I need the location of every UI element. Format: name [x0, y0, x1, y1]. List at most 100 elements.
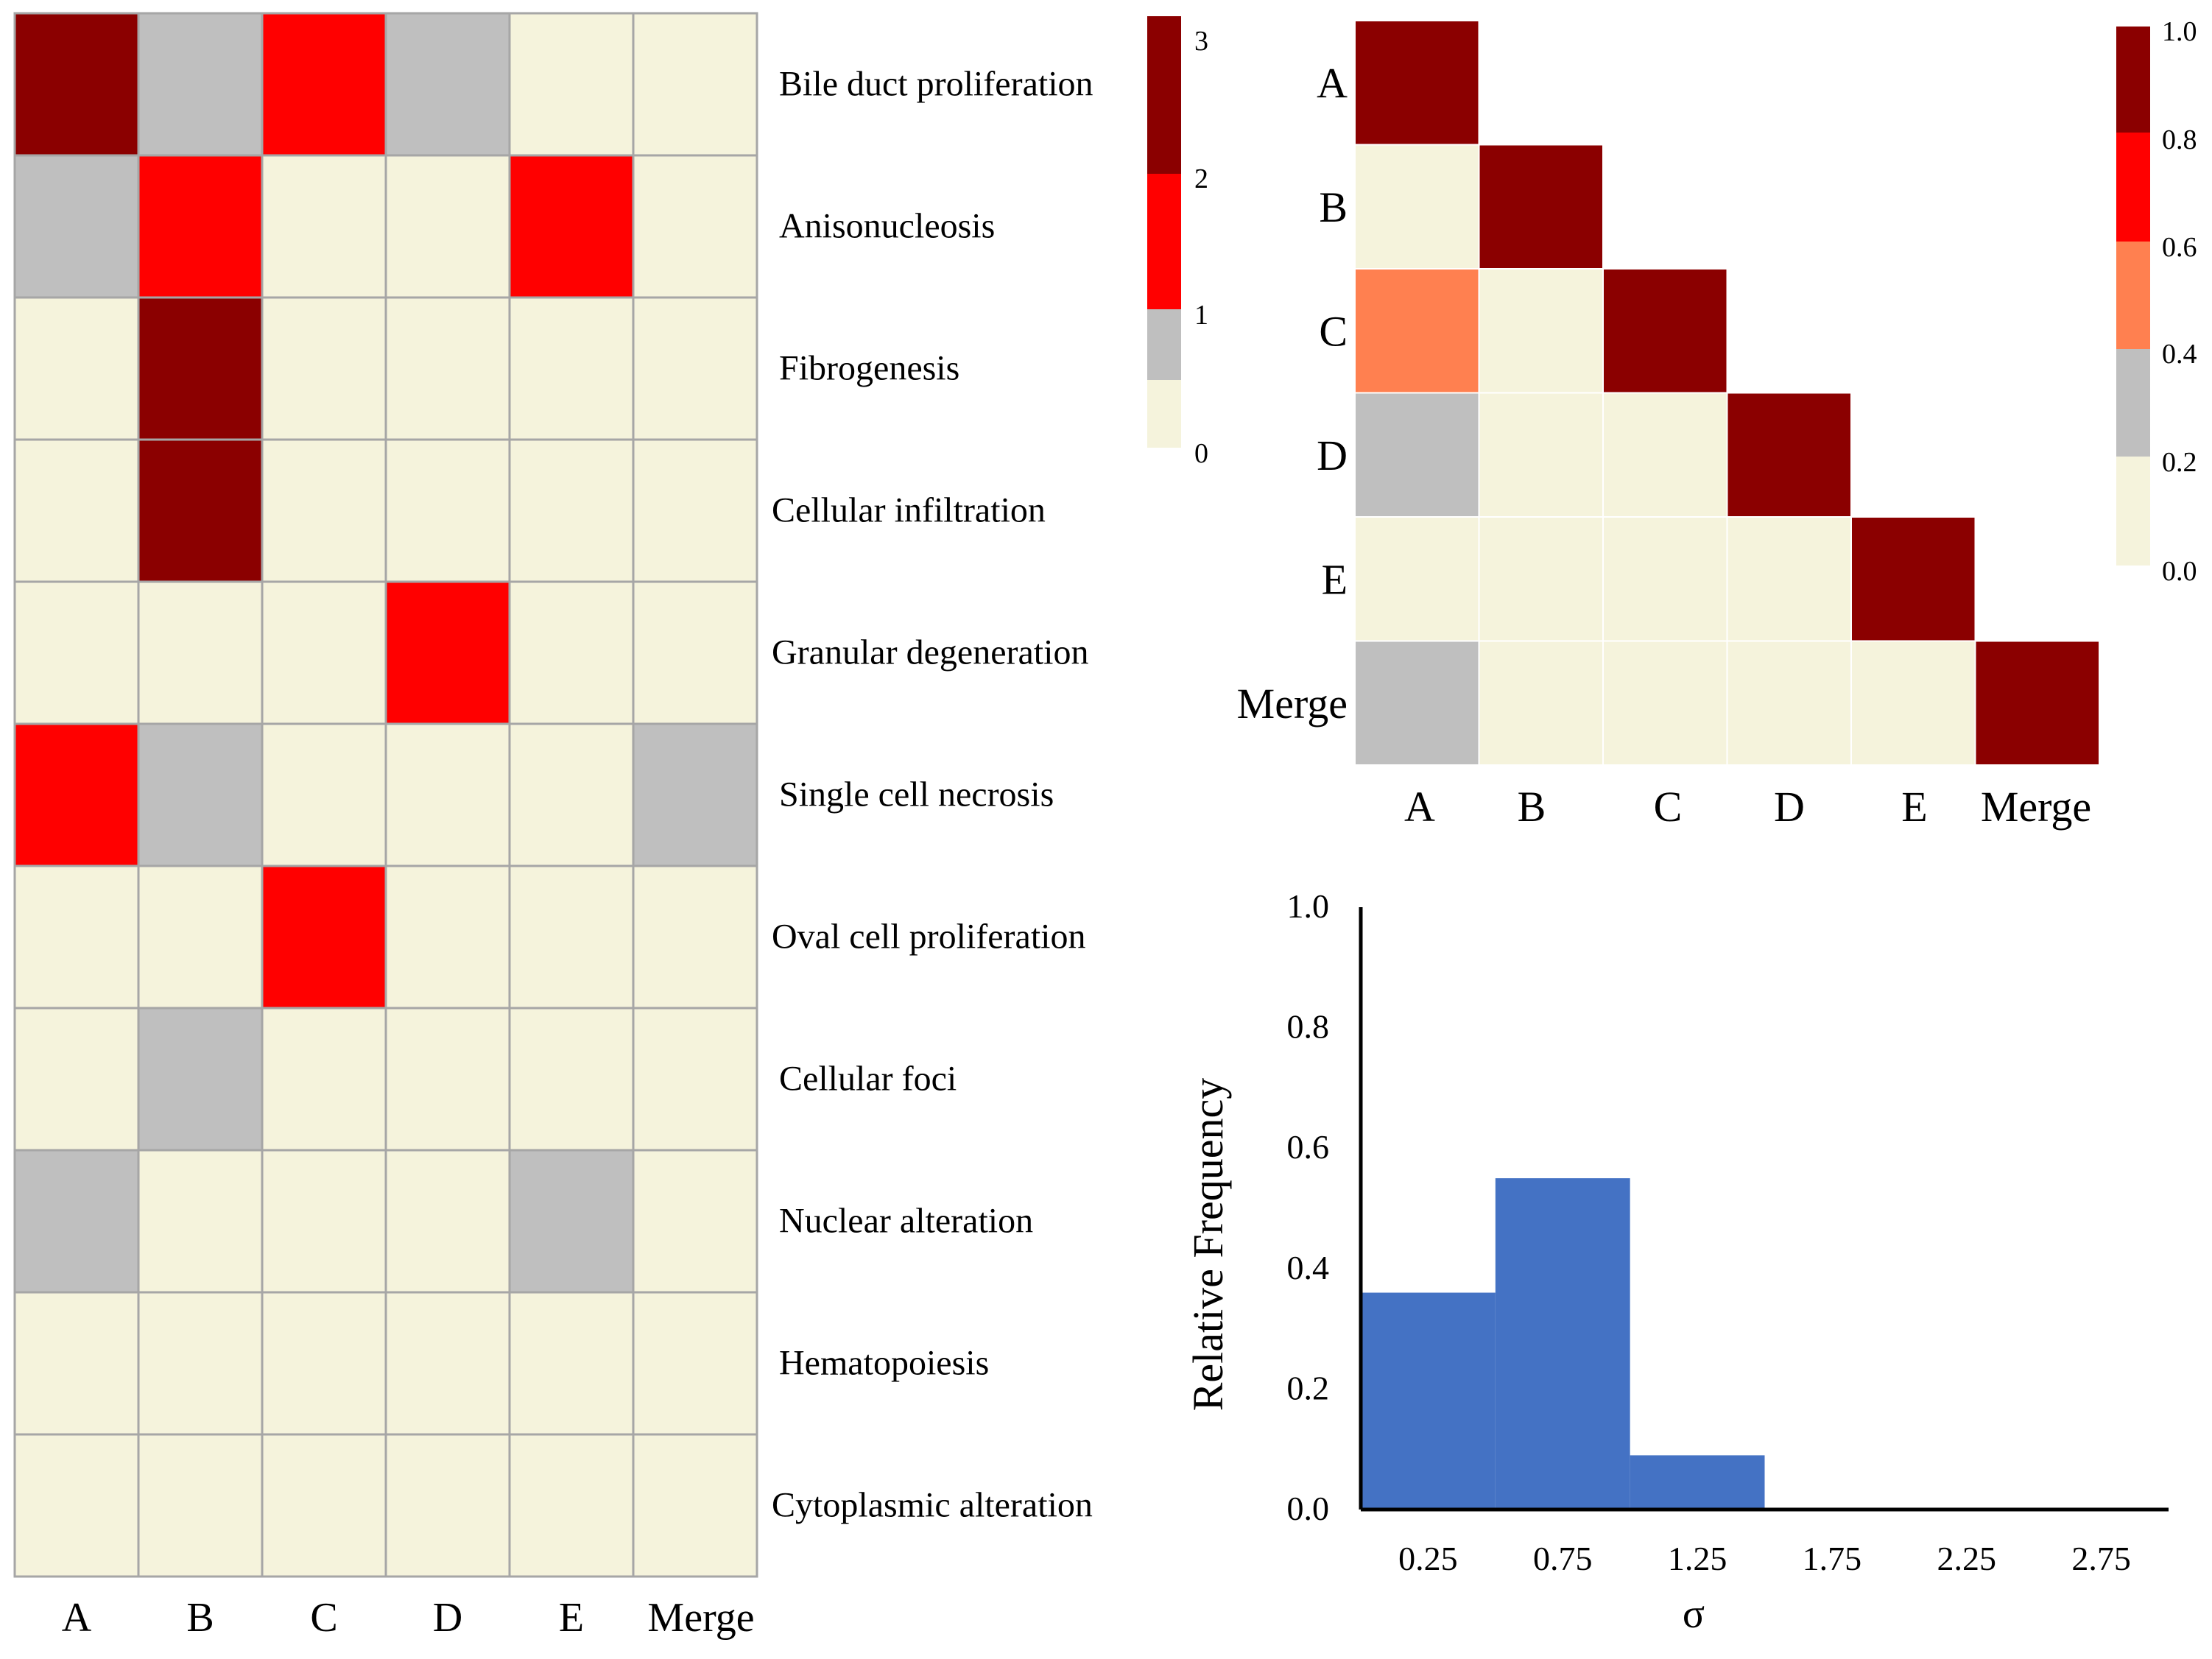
colorbar-tick: 3 [1194, 26, 1208, 57]
sigma-histogram: 0.0 0.2 0.4 0.6 0.8 1.0 0.25 0.75 1.25 1.75 2.25 2.… [1184, 887, 2169, 1637]
similarity-heatmap: A B C D E Merge A B C D E Merge [1237, 20, 2100, 831]
x-axis-title: σ [1683, 1591, 1705, 1637]
heatmap-cell [13, 1007, 140, 1152]
row-label: A [1317, 59, 1348, 107]
colorbar-tick: 0.8 [2162, 124, 2197, 155]
similarity-colorbar: 1.0 0.8 0.6 0.4 0.2 0.0 [2116, 16, 2197, 587]
y-axis-title: Relative Frequency [1184, 1078, 1232, 1412]
heatmap-cell [261, 722, 387, 867]
y-tick-label: 0.8 [1287, 1008, 1330, 1046]
colorbar-band [1147, 309, 1181, 380]
heatmap-cell [13, 438, 140, 583]
heatmap-cell [384, 154, 511, 299]
similarity-cell [1478, 392, 1604, 518]
colorbar-band [2116, 242, 2150, 349]
heatmap-cell [137, 296, 264, 441]
y-tick-label: 0.6 [1287, 1128, 1330, 1166]
similarity-cell [1602, 268, 1728, 394]
heatmap-cell [384, 296, 511, 441]
heatmap-cell [13, 12, 140, 157]
row-label: C [1319, 307, 1348, 355]
row-label: E [1322, 555, 1348, 603]
heatmap-cell [13, 1291, 140, 1436]
x-tick-label: 0.25 [1398, 1540, 1458, 1577]
lesion-colorbar: 3 2 1 0 [1147, 16, 1208, 469]
colorbar-tick: 0.4 [2162, 339, 2197, 370]
heatmap-cell [261, 864, 387, 1010]
similarity-cell [1478, 516, 1604, 642]
heatmap-cell [508, 154, 635, 299]
heatmap-cell [13, 722, 140, 867]
similarity-cell [1850, 516, 1976, 642]
similarity-cell [1354, 144, 1480, 270]
heatmap-cell [137, 438, 264, 583]
similarity-cell [1850, 640, 1976, 766]
colorbar-band [1147, 380, 1181, 448]
colorbar-band [2116, 349, 2150, 457]
column-label: B [1518, 783, 1546, 831]
heatmap-cell [632, 154, 758, 299]
colorbar-band [1147, 16, 1181, 174]
colorbar-tick: 2 [1194, 163, 1208, 194]
column-label: B [186, 1595, 214, 1641]
heatmap-cell [508, 1291, 635, 1436]
heatmap-cell [384, 1291, 511, 1436]
similarity-cell [1726, 516, 1852, 642]
similarity-cell [1478, 144, 1604, 270]
heatmap-cell [384, 438, 511, 583]
heatmap-cell [632, 1007, 758, 1152]
heatmap-cell [137, 154, 264, 299]
heatmap-cell [137, 1149, 264, 1294]
heatmap-cell [261, 154, 387, 299]
y-tick-label: 0.4 [1287, 1249, 1330, 1286]
heatmap-cell [632, 722, 758, 867]
row-label: B [1319, 183, 1348, 231]
colorbar-band [2116, 27, 2150, 133]
similarity-cell [1602, 392, 1728, 518]
column-label: C [310, 1595, 337, 1641]
heatmap-cell [13, 154, 140, 299]
x-tick-label: 2.25 [1937, 1540, 1997, 1577]
heatmap-cell [632, 1149, 758, 1294]
row-label: Fibrogenesis [779, 349, 959, 388]
similarity-cell [1478, 640, 1604, 766]
heatmap-cell [508, 580, 635, 725]
similarity-cell [1726, 640, 1852, 766]
x-tick-label: 1.75 [1803, 1540, 1862, 1577]
heatmap-cell [261, 580, 387, 725]
similarity-cell [1478, 268, 1604, 394]
row-label: Single cell necrosis [779, 775, 1054, 814]
heatmap-cell [384, 864, 511, 1010]
heatmap-cell [632, 12, 758, 157]
column-label: D [1774, 783, 1805, 831]
x-tick-label: 2.75 [2071, 1540, 2131, 1577]
heatmap-cell [508, 722, 635, 867]
heatmap-cell [13, 296, 140, 441]
heatmap-cell [137, 722, 264, 867]
colorbar-tick: 0.6 [2162, 232, 2197, 263]
heatmap-cell [261, 296, 387, 441]
column-label: E [559, 1595, 584, 1641]
heatmap-cell [508, 864, 635, 1010]
colorbar-tick: 1 [1194, 300, 1208, 331]
heatmap-cell [137, 864, 264, 1010]
colorbar-tick: 0 [1194, 438, 1208, 469]
similarity-cell [1602, 640, 1728, 766]
row-label: Cellular foci [779, 1060, 957, 1099]
row-label: Merge [1237, 680, 1348, 728]
heatmap-cell [13, 1433, 140, 1578]
colorbar-tick: 1.0 [2162, 16, 2197, 47]
heatmap-cell [137, 1433, 264, 1578]
histogram-bar [1361, 1292, 1496, 1510]
heatmap-cell [632, 580, 758, 725]
similarity-cell [1354, 392, 1480, 518]
colorbar-band [2116, 457, 2150, 566]
column-label: Merge [1981, 783, 2091, 831]
row-label: Nuclear alteration [779, 1202, 1033, 1241]
heatmap-cell [384, 1007, 511, 1152]
heatmap-cell [632, 438, 758, 583]
similarity-cell [1354, 516, 1480, 642]
column-label: C [1654, 783, 1683, 831]
similarity-cell [1974, 640, 2100, 766]
colorbar-band [2116, 133, 2150, 242]
